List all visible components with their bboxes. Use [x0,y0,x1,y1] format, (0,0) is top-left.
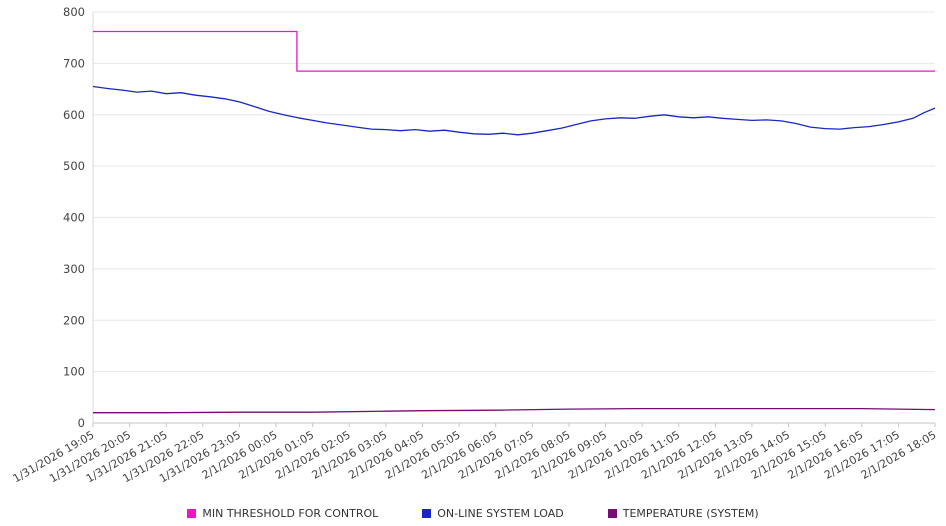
legend-swatch-temperature-icon [607,509,617,518]
series-line-1 [92,85,936,136]
y-tick-label: 700 [63,56,85,70]
legend-swatch-min-threshold-icon [187,509,197,518]
y-tick-label: 500 [63,159,85,173]
legend-item-system-load[interactable]: ON-LINE SYSTEM LOAD [422,507,564,520]
legend-label-min-threshold: MIN THRESHOLD FOR CONTROL [202,507,379,520]
y-tick-label: 200 [63,313,85,327]
legend-item-min-threshold[interactable]: MIN THRESHOLD FOR CONTROL [187,507,378,520]
chart-legend: MIN THRESHOLD FOR CONTROL ON-LINE SYSTEM… [0,507,946,520]
y-tick-label: 0 [78,416,85,430]
legend-item-temperature[interactable]: TEMPERATURE (SYSTEM) [607,507,759,520]
legend-swatch-system-load-icon [422,509,432,518]
legend-label-system-load: ON-LINE SYSTEM LOAD [437,507,564,520]
series-line-2 [93,407,936,414]
series-line-0 [93,30,935,72]
y-tick-label: 800 [63,5,85,19]
legend-label-temperature: TEMPERATURE (SYSTEM) [622,507,759,520]
y-tick-label: 100 [63,365,85,379]
y-tick-label: 300 [63,262,85,276]
y-tick-label: 600 [63,108,85,122]
y-tick-label: 400 [63,211,85,225]
